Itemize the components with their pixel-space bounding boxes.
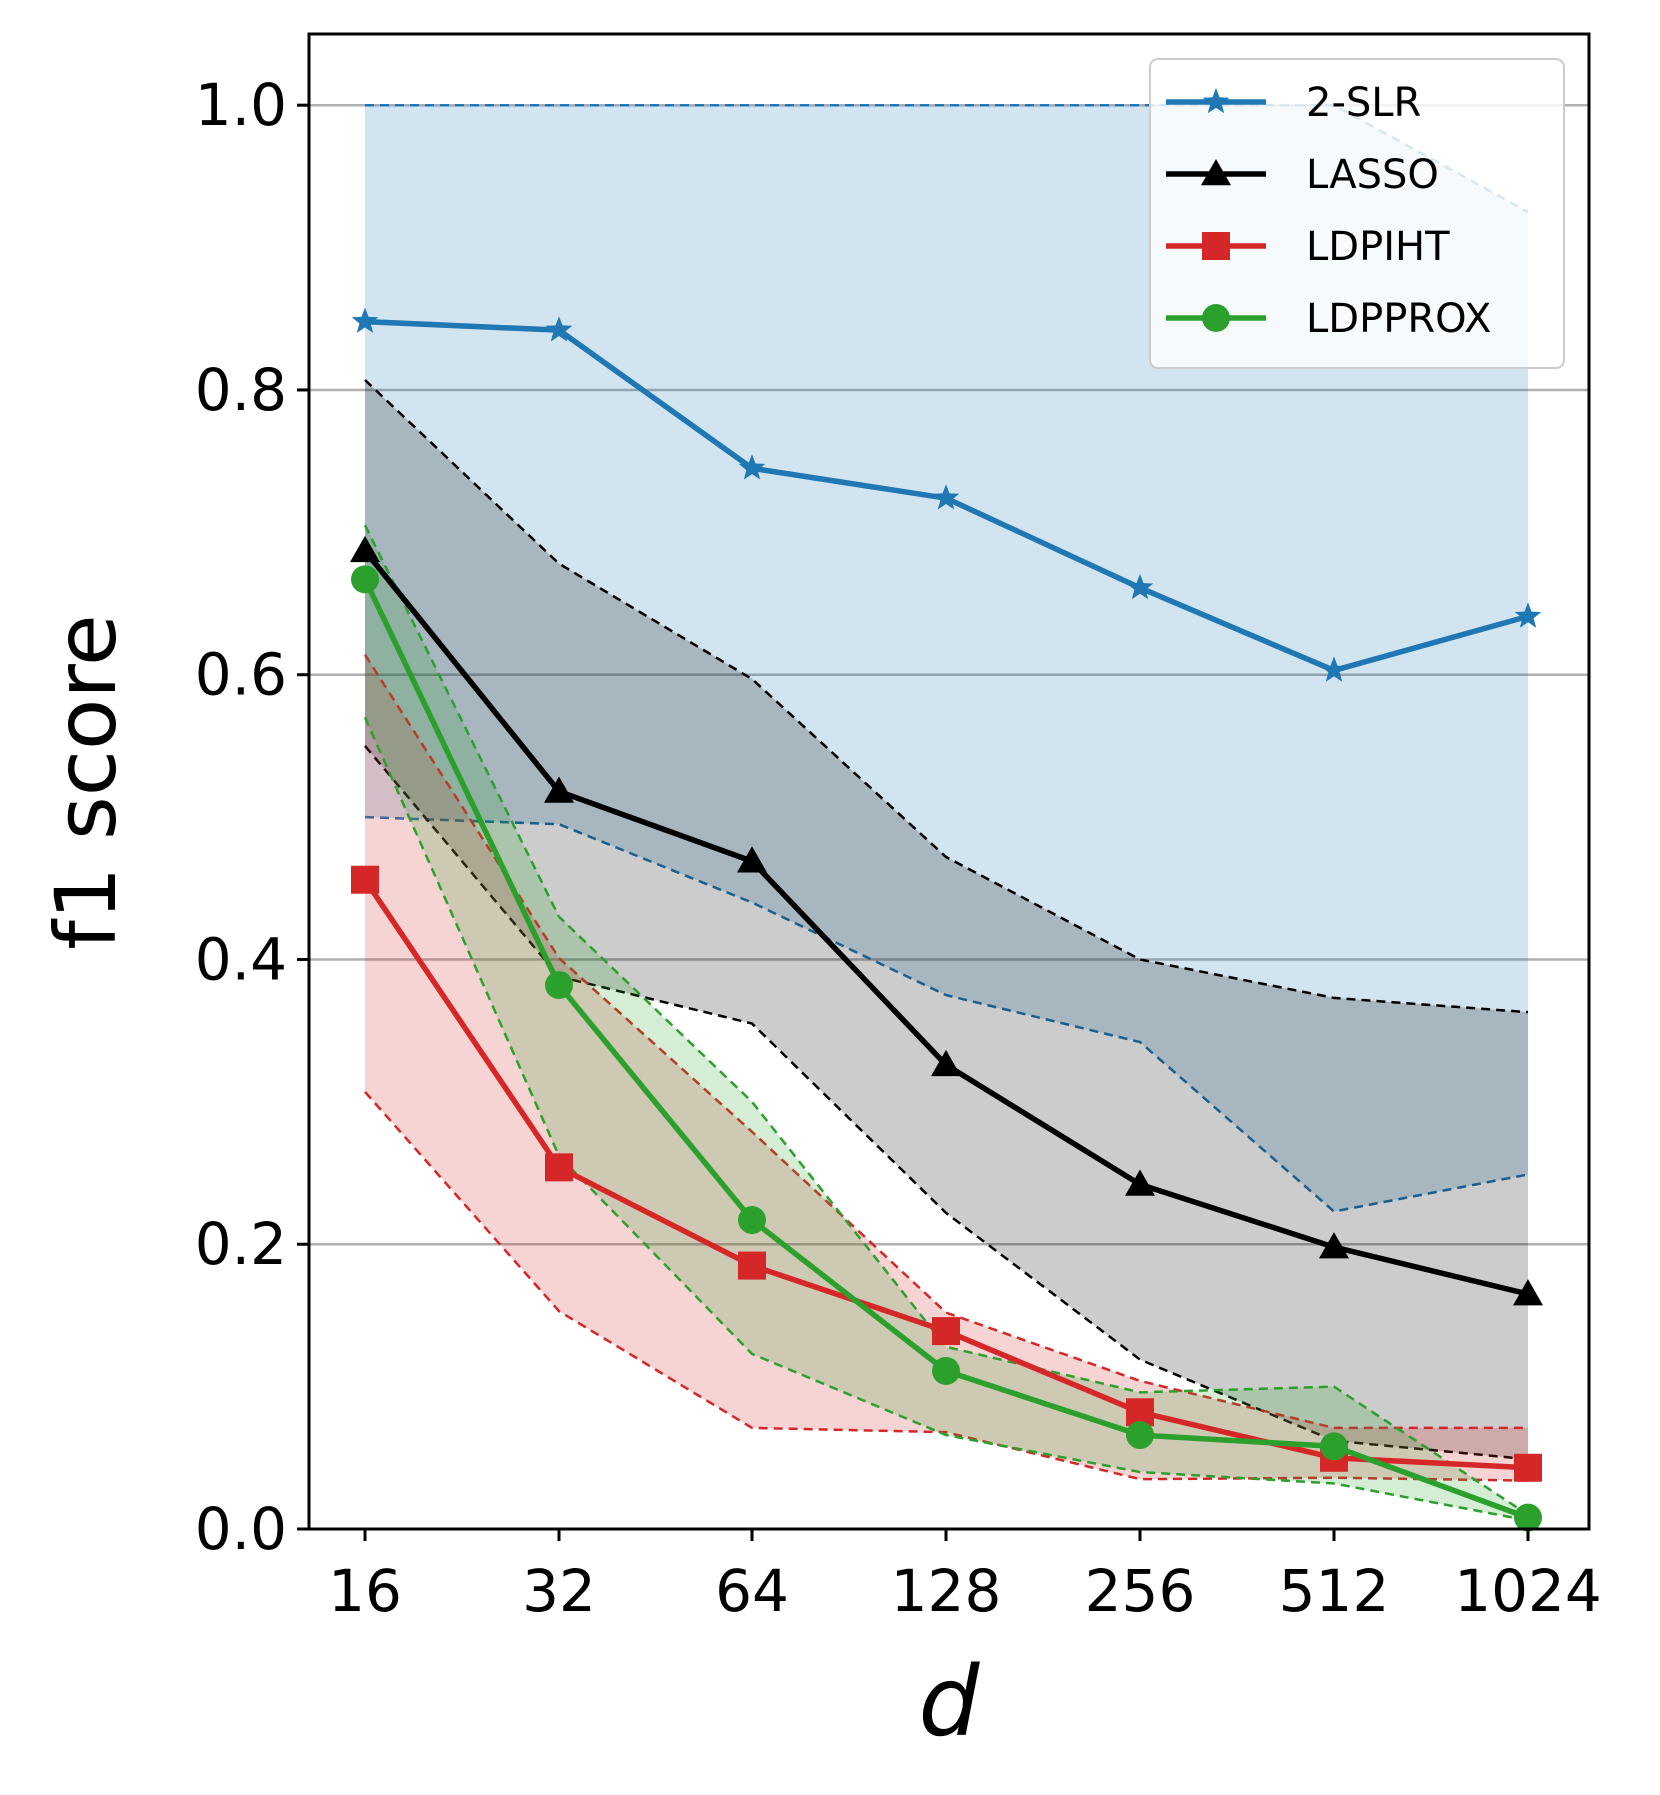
2-slr-point-256 <box>1126 573 1154 600</box>
lasso-point-512 <box>1319 1232 1349 1259</box>
confidence-bands <box>363 103 1529 1522</box>
lasso-point-32 <box>544 776 574 803</box>
ldpprox-point-32 <box>545 971 573 1000</box>
legend-marker-lasso <box>1201 159 1231 186</box>
ldpiht-point-16 <box>351 865 379 894</box>
plot-frame <box>307 32 1591 1531</box>
lasso-band <box>365 379 1528 1460</box>
ldpiht-point-64 <box>738 1251 766 1280</box>
ldpiht-band-lower <box>364 1091 1529 1482</box>
y-tick-label-0.8: 0.8 <box>195 356 287 424</box>
y-axis-label: f1 score <box>37 614 135 949</box>
axes: 0.0 0.2 0.4 0.6 0.8 1.0 16 32 64 128 256 512 1024 <box>195 71 1602 1625</box>
lasso-point-128 <box>931 1049 961 1077</box>
ldpprox-point-128 <box>932 1356 960 1385</box>
y-tick-label-0.2: 0.2 <box>195 1210 287 1278</box>
y-tick-label-1.0: 1.0 <box>195 71 287 139</box>
ldpiht-point-32 <box>545 1153 573 1182</box>
x-tick-label-64: 64 <box>715 1557 789 1625</box>
2-slr-point-512 <box>1320 656 1348 682</box>
y-tick-label-0.6: 0.6 <box>195 641 287 709</box>
ldpprox-band <box>365 525 1528 1521</box>
legend-label-lasso: LASSO <box>1306 152 1439 198</box>
ldpprox-point-16 <box>351 565 379 594</box>
legend-marker-ldpiht <box>1202 232 1230 260</box>
legend: 2-SLR LASSO LDPIHT LDPPROX <box>1149 58 1565 369</box>
legend-label-ldpiht: LDPIHT <box>1306 224 1450 270</box>
ldpprox-band-lower <box>363 716 1529 1522</box>
x-tick-label-32: 32 <box>522 1557 596 1625</box>
lasso-point-256 <box>1125 1169 1155 1196</box>
ldpiht-point-1024 <box>1514 1453 1542 1482</box>
ldpiht-band <box>365 654 1528 1481</box>
legend-box <box>1149 58 1565 369</box>
y-tick-label-0.4: 0.4 <box>195 925 287 993</box>
ldpprox-point-512 <box>1320 1432 1348 1461</box>
2-slr-band <box>365 105 1528 1212</box>
ldpprox-band-upper <box>363 524 1529 1516</box>
lasso-point-64 <box>737 846 767 873</box>
lasso-point-16 <box>350 535 380 563</box>
ldpiht-band-upper <box>363 654 1528 1430</box>
x-tick-label-128: 128 <box>891 1557 1002 1625</box>
2-slr-point-1024 <box>1514 602 1542 628</box>
x-tick-label-1024: 1024 <box>1454 1557 1602 1625</box>
2-slr-point-64 <box>738 454 766 480</box>
y-tick-label-0.0: 0.0 <box>195 1495 287 1563</box>
2-slr-point-32 <box>545 316 573 342</box>
x-tick-label-16: 16 <box>328 1557 402 1625</box>
legend-marker-ldpprox <box>1202 304 1230 332</box>
2-slr-band-lower <box>364 815 1529 1213</box>
x-axis-label: d <box>919 1646 981 1758</box>
legend-label-ldpprox: LDPPROX <box>1306 296 1491 342</box>
legend-label-2-slr: 2-SLR <box>1306 80 1421 126</box>
ldpprox-point-1024 <box>1514 1503 1542 1532</box>
legend-marker-2-slr <box>1202 88 1230 114</box>
x-tick-label-256: 256 <box>1085 1557 1196 1625</box>
ldpprox-point-64 <box>738 1206 766 1235</box>
ldpprox-point-256 <box>1126 1421 1154 1450</box>
lasso-band-upper <box>364 379 1529 1014</box>
lasso-point-1024 <box>1513 1279 1543 1306</box>
2-slr-point-16 <box>351 307 379 333</box>
x-tick-label-512: 512 <box>1279 1557 1390 1625</box>
ldpiht-point-128 <box>932 1317 960 1346</box>
2-slr-point-128 <box>932 484 960 510</box>
series-lines <box>350 307 1543 1532</box>
